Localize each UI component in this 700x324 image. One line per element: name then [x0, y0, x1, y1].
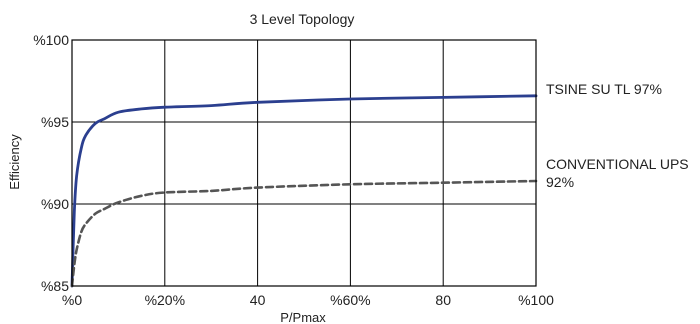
series-labels: TSINE SU TL 97% CONVENTIONAL UPS 92%: [546, 81, 689, 190]
series-line-conventional: [70, 179, 538, 288]
y-tick-labels: %85 %90 %95 %100: [33, 32, 69, 294]
x-tick-label: %60%: [330, 292, 370, 308]
series-label-conventional: CONVENTIONAL UPS 92%: [546, 156, 689, 190]
y-tick-label: %90: [41, 196, 69, 212]
series-label-tsine: TSINE SU TL 97%: [546, 81, 662, 97]
series-group: [70, 94, 538, 288]
chart-title: 3 Level Topology: [250, 11, 355, 27]
y-tick-label: %100: [33, 32, 69, 48]
x-tick-label: %0: [62, 292, 82, 308]
y-axis-label: Efficiency: [7, 134, 22, 190]
grid: [72, 40, 536, 286]
plot-frame: [71, 39, 537, 287]
y-tick-label: %95: [41, 114, 69, 130]
x-tick-label: %20%: [145, 292, 185, 308]
x-tick-label: 40: [250, 292, 266, 308]
x-tick-label: %100: [518, 292, 554, 308]
x-axis-label: P/Pmax: [280, 310, 326, 324]
series-line-tsine: [70, 94, 538, 288]
y-tick-label: %85: [41, 278, 69, 294]
x-tick-labels: %0 %20% 40 %60% 80 %100: [62, 292, 554, 308]
x-tick-label: 80: [435, 292, 451, 308]
